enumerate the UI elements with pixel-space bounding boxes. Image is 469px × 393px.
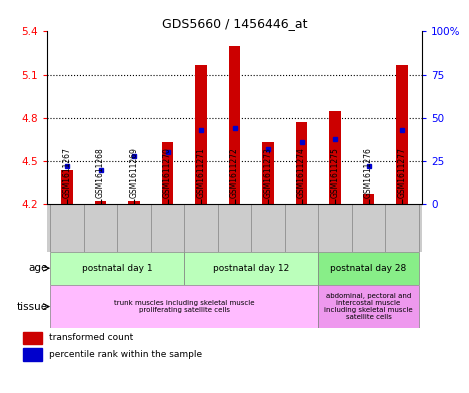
Text: postnatal day 28: postnatal day 28 — [330, 264, 407, 273]
Text: trunk muscles including skeletal muscle
proliferating satellite cells: trunk muscles including skeletal muscle … — [114, 300, 255, 313]
Bar — [128, 202, 140, 204]
FancyBboxPatch shape — [50, 285, 318, 328]
Bar — [61, 170, 73, 204]
Text: postnatal day 1: postnatal day 1 — [82, 264, 152, 273]
Bar — [363, 194, 374, 204]
Bar — [262, 142, 274, 204]
Title: GDS5660 / 1456446_at: GDS5660 / 1456446_at — [162, 17, 307, 30]
Text: transformed count: transformed count — [49, 333, 134, 342]
Bar — [95, 202, 106, 204]
Bar — [329, 111, 341, 204]
Bar — [162, 142, 174, 204]
FancyBboxPatch shape — [318, 285, 419, 328]
FancyBboxPatch shape — [50, 252, 184, 285]
Text: abdominal, pectoral and
intercostal muscle
including skeletal muscle
satellite c: abdominal, pectoral and intercostal musc… — [324, 293, 413, 320]
Bar — [23, 348, 42, 361]
Bar — [195, 64, 207, 204]
Text: percentile rank within the sample: percentile rank within the sample — [49, 350, 202, 359]
Text: age: age — [28, 263, 47, 273]
Text: tissue: tissue — [16, 301, 47, 312]
Text: postnatal day 12: postnatal day 12 — [213, 264, 289, 273]
Bar — [396, 64, 408, 204]
Bar — [229, 46, 240, 204]
FancyBboxPatch shape — [318, 252, 419, 285]
FancyBboxPatch shape — [184, 252, 318, 285]
Bar — [23, 332, 42, 344]
Bar — [295, 122, 307, 204]
